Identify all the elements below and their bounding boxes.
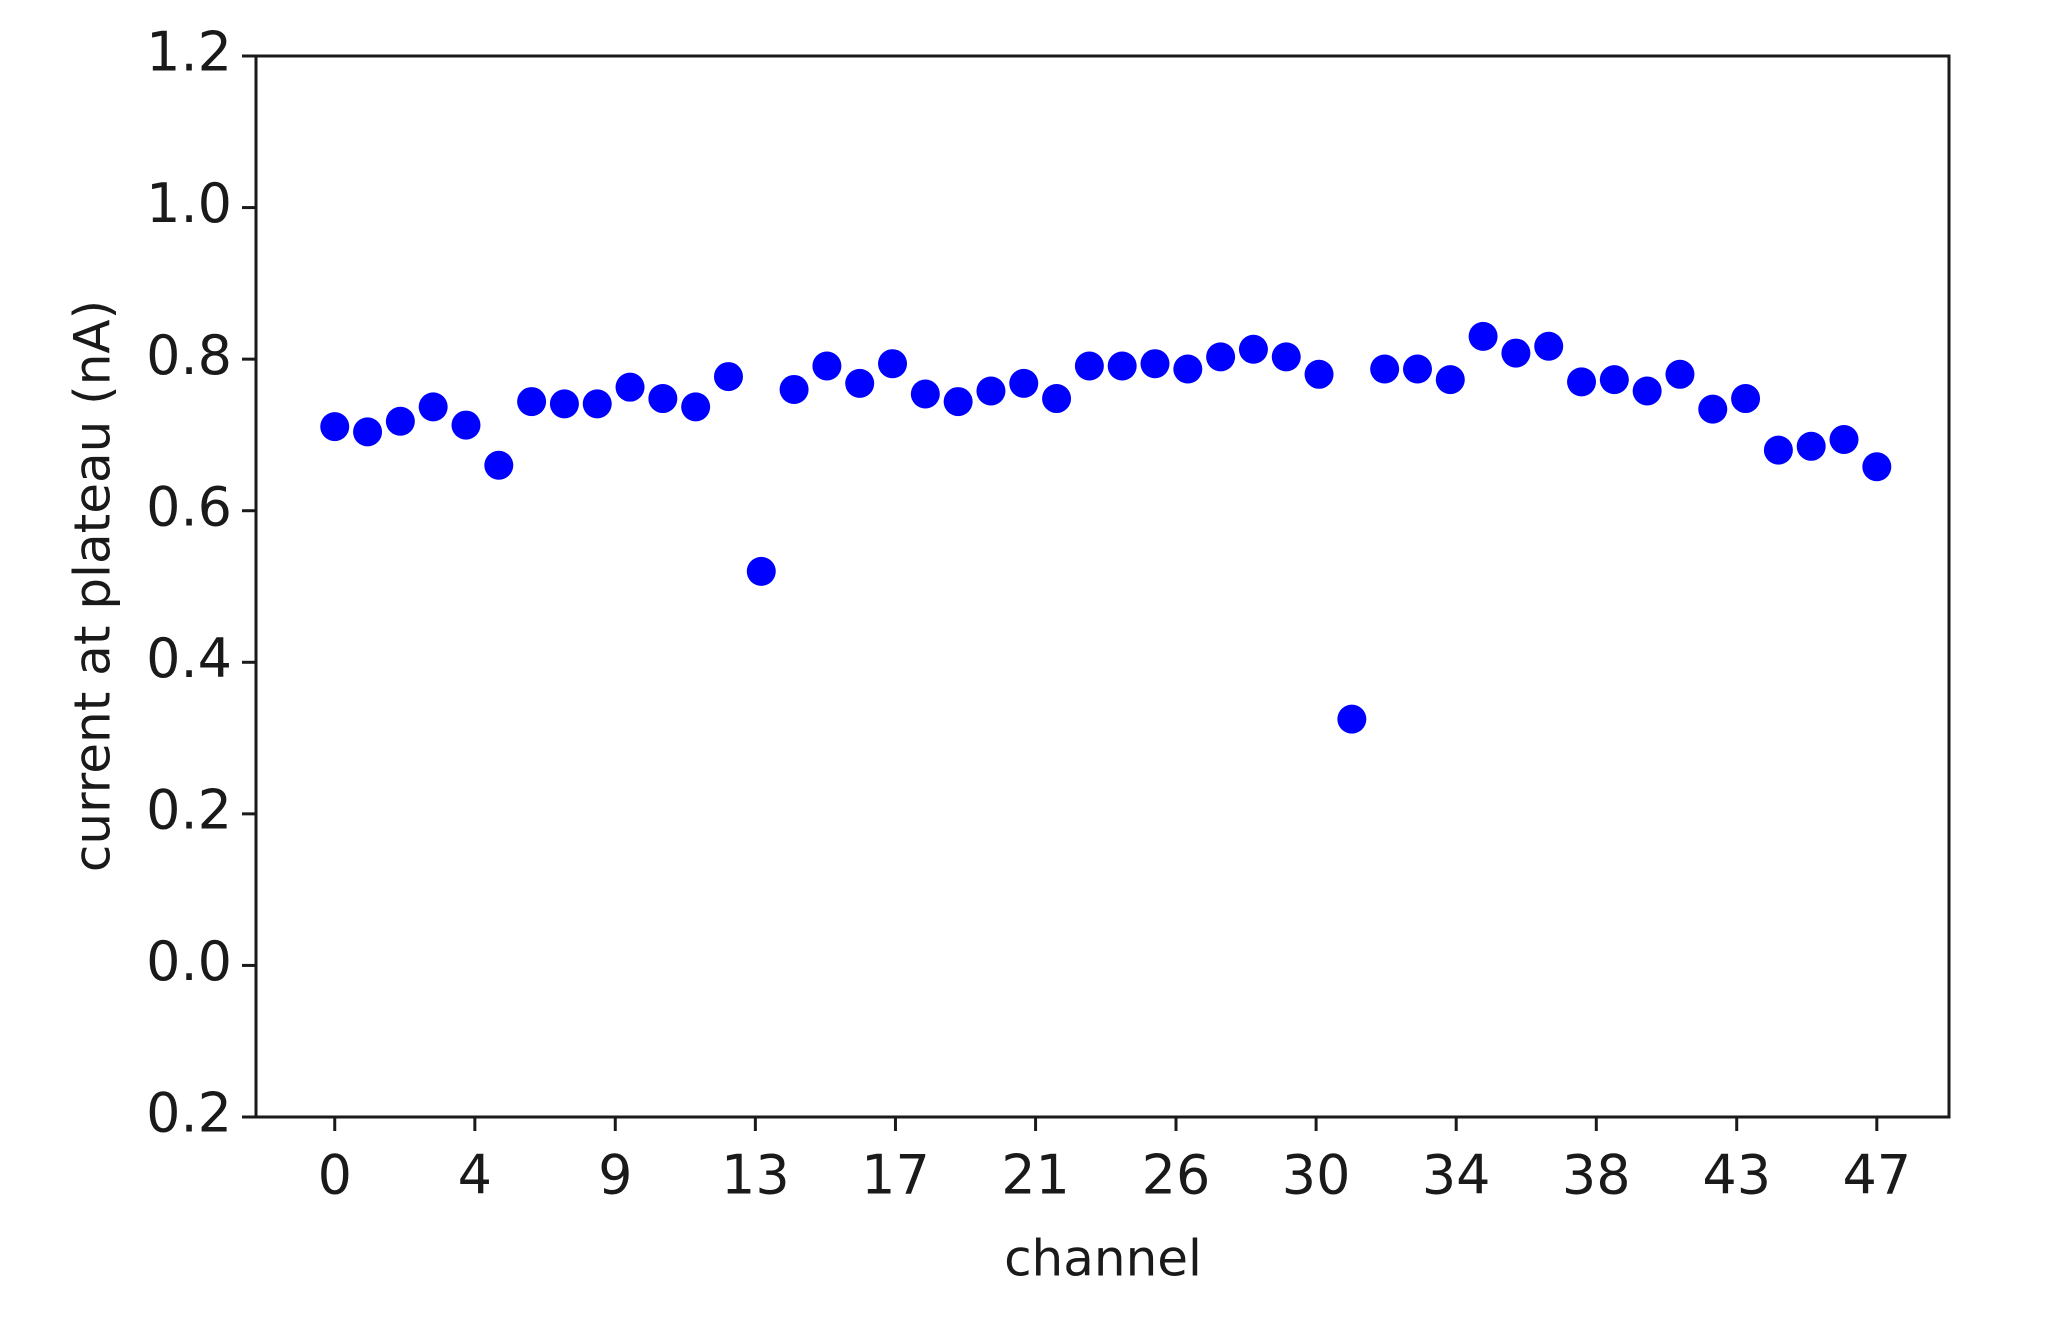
y-tick-label: 1.2 [146,21,232,84]
point [385,406,415,436]
point [1567,367,1597,397]
point [1501,338,1531,368]
point [1468,321,1498,351]
point [1173,354,1203,384]
y-tick-label: 0.2 [146,1082,232,1145]
x-tick-label: 34 [1422,1144,1491,1207]
x-tick-label: 30 [1282,1144,1351,1207]
y-tick-label: 0.0 [146,930,232,993]
point [1140,349,1170,379]
point [779,374,809,404]
point [713,362,743,392]
point [1731,384,1761,414]
point [1665,359,1695,389]
point [1107,351,1137,381]
x-tick-label: 21 [1001,1144,1070,1207]
x-tick-label: 17 [861,1144,930,1207]
y-tick-label: 0.8 [146,324,232,387]
point [451,410,481,440]
y-tick-label: 1.0 [146,172,232,235]
point [1074,351,1104,381]
point [320,412,350,442]
x-tick-label: 47 [1842,1144,1911,1207]
point [517,387,547,417]
point [1632,376,1662,406]
point [1370,354,1400,384]
point [1862,452,1892,482]
y-tick-label: 0.6 [146,475,232,538]
point [1042,384,1072,414]
y-tick-label: 0.4 [146,627,232,690]
point [484,450,514,480]
point [681,392,711,422]
x-tick-label: 38 [1562,1144,1631,1207]
x-axis-label: channel [1004,1230,1202,1288]
point [1435,365,1465,395]
point [812,351,842,381]
x-tick-label: 43 [1702,1144,1771,1207]
x-tick-label: 0 [318,1144,352,1207]
y-tick-label: 0.2 [146,778,232,841]
point [910,379,940,409]
point [1829,424,1859,454]
point [418,392,448,422]
point [615,372,645,402]
point [582,389,612,419]
point [549,389,579,419]
plot-frame [254,54,1951,1119]
point [878,349,908,379]
point [1599,365,1629,395]
point [845,368,875,398]
point [1698,394,1728,424]
y-axis-label: current at plateau (nA) [64,300,122,872]
point [976,376,1006,406]
x-tick-label: 13 [721,1144,790,1207]
point [648,384,678,414]
point [1206,342,1236,372]
point [1337,704,1367,734]
point [1534,331,1564,361]
x-tick-label: 4 [458,1144,492,1207]
point [1009,368,1039,398]
point [1763,435,1793,465]
point [1271,342,1301,372]
point [746,556,776,586]
x-tick-label: 26 [1142,1144,1211,1207]
point [943,387,973,417]
point [1238,334,1268,364]
point [1304,359,1334,389]
point [1402,354,1432,384]
x-tick-label: 9 [598,1144,632,1207]
point [1796,431,1826,461]
point [353,417,383,447]
